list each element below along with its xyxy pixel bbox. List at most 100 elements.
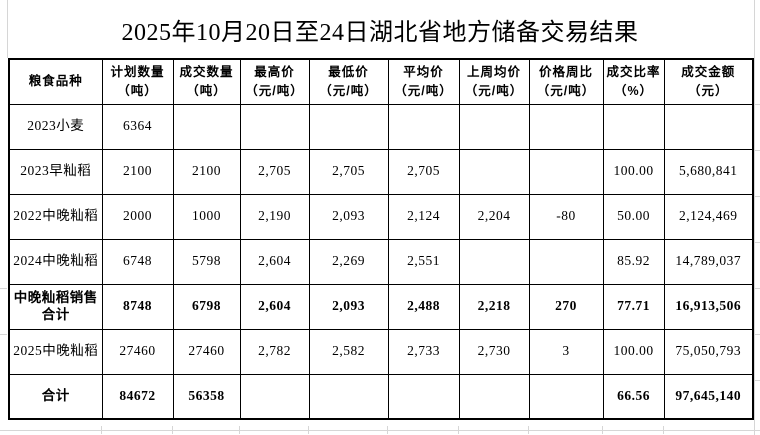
cell-trade-amount: 16,913,506 [663, 283, 754, 330]
cell-variety: 2024中晚籼稻 [8, 238, 103, 285]
table-row-2025-midlate-rice: 2025中晚籼稻 27460 27460 2,782 2,582 2,733 2… [8, 328, 754, 375]
cell-highest-price: 2,705 [239, 148, 310, 195]
sheet-gridline [754, 0, 755, 435]
sheet-gridline [239, 426, 240, 434]
cell-planned-qty: 6748 [101, 238, 174, 285]
cell-average-price: 2,705 [387, 148, 460, 195]
cell-variety: 2022中晚籼稻 [8, 193, 103, 240]
table-row-midlate-rice-subtotal: 中晚籼稻销售合计 8748 6798 2,604 2,093 2,488 2,2… [8, 283, 754, 330]
table-row-grand-total: 合计 84672 56358 66.56 97,645,140 [8, 373, 754, 420]
cell-trade-amount [663, 103, 754, 150]
cell-planned-qty: 6364 [101, 103, 174, 150]
cell-lastweek-price: 2,204 [458, 193, 530, 240]
sheet-gridline [663, 426, 664, 434]
header-highest-price: 最高价 （元/吨） [239, 58, 310, 105]
cell-lastweek-price: 2,730 [458, 328, 530, 375]
cell-trade-ratio: 77.71 [602, 283, 665, 330]
cell-trade-amount: 75,050,793 [663, 328, 754, 375]
cell-price-change [528, 373, 604, 420]
cell-lastweek-price [458, 103, 530, 150]
cell-average-price [387, 103, 460, 150]
cell-lowest-price: 2,269 [308, 238, 389, 285]
sheet-gridline [0, 334, 7, 335]
cell-highest-price: 2,604 [239, 238, 310, 285]
cell-lowest-price: 2,705 [308, 148, 389, 195]
cell-traded-qty [172, 103, 241, 150]
cell-trade-ratio: 100.00 [602, 328, 665, 375]
cell-trade-ratio: 100.00 [602, 148, 665, 195]
cell-lastweek-price [458, 373, 530, 420]
table-row-2024-midlate-rice: 2024中晚籼稻 6748 5798 2,604 2,269 2,551 85.… [8, 238, 754, 285]
sheet-gridline [101, 426, 102, 434]
sheet-gridline [753, 196, 760, 197]
sheet-gridline [0, 430, 760, 431]
cell-price-change: 3 [528, 328, 604, 375]
cell-variety: 2023早籼稻 [8, 148, 103, 195]
results-table: 粮食品种 计划数量 （吨） 成交数量 （吨） 最高价 （元/吨） 最低价 （元/… [8, 58, 754, 420]
cell-average-price: 2,488 [387, 283, 460, 330]
sheet-gridline [308, 426, 309, 434]
cell-lastweek-price: 2,218 [458, 283, 530, 330]
cell-lastweek-price [458, 148, 530, 195]
cell-lowest-price: 2,093 [308, 283, 389, 330]
sheet-gridline [753, 104, 760, 105]
cell-lowest-price: 2,582 [308, 328, 389, 375]
cell-highest-price [239, 373, 310, 420]
cell-trade-amount: 5,680,841 [663, 148, 754, 195]
cell-lowest-price [308, 103, 389, 150]
cell-trade-ratio: 50.00 [602, 193, 665, 240]
cell-planned-qty: 84672 [101, 373, 174, 420]
cell-trade-ratio: 66.56 [602, 373, 665, 420]
sheet-gridline [602, 426, 603, 434]
cell-average-price: 2,124 [387, 193, 460, 240]
header-lowest-price: 最低价 （元/吨） [308, 58, 389, 105]
cell-lastweek-price [458, 238, 530, 285]
cell-lowest-price [308, 373, 389, 420]
cell-price-change [528, 148, 604, 195]
cell-average-price: 2,551 [387, 238, 460, 285]
cell-price-change [528, 238, 604, 285]
cell-variety: 中晚籼稻销售合计 [8, 283, 103, 330]
sheet-gridline [0, 288, 7, 289]
cell-average-price [387, 373, 460, 420]
table-row-2022-midlate-rice: 2022中晚籼稻 2000 1000 2,190 2,093 2,124 2,2… [8, 193, 754, 240]
cell-traded-qty: 2100 [172, 148, 241, 195]
table-row-2023-wheat: 2023小麦 6364 [8, 103, 754, 150]
page-title: 2025年10月20日至24日湖北省地方储备交易结果 [121, 19, 639, 46]
cell-traded-qty: 27460 [172, 328, 241, 375]
sheet-gridline [753, 334, 760, 335]
sheet-gridline [387, 426, 388, 434]
cell-highest-price: 2,604 [239, 283, 310, 330]
cell-planned-qty: 27460 [101, 328, 174, 375]
header-traded-qty: 成交数量 （吨） [172, 58, 241, 105]
cell-price-change: 270 [528, 283, 604, 330]
cell-planned-qty: 2100 [101, 148, 174, 195]
cell-planned-qty: 8748 [101, 283, 174, 330]
cell-trade-amount: 14,789,037 [663, 238, 754, 285]
header-average-price: 平均价 （元/吨） [387, 58, 460, 105]
table-header-row: 粮食品种 计划数量 （吨） 成交数量 （吨） 最高价 （元/吨） 最低价 （元/… [8, 58, 754, 105]
header-grain-variety: 粮食品种 [8, 58, 103, 105]
cell-traded-qty: 5798 [172, 238, 241, 285]
table-row-2023-early-rice: 2023早籼稻 2100 2100 2,705 2,705 2,705 100.… [8, 148, 754, 195]
cell-highest-price [239, 103, 310, 150]
sheet-gridline [753, 242, 760, 243]
header-lastweek-price: 上周均价 （元/吨） [458, 58, 530, 105]
cell-variety: 2023小麦 [8, 103, 103, 150]
cell-traded-qty: 6798 [172, 283, 241, 330]
sheet-gridline [753, 288, 760, 289]
header-planned-qty: 计划数量 （吨） [101, 58, 174, 105]
header-trade-amount: 成交金额 （元） [663, 58, 754, 105]
sheet-gridline [458, 426, 459, 434]
cell-trade-ratio [602, 103, 665, 150]
cell-lowest-price: 2,093 [308, 193, 389, 240]
cell-average-price: 2,733 [387, 328, 460, 375]
sheet-gridline [172, 426, 173, 434]
cell-highest-price: 2,190 [239, 193, 310, 240]
cell-variety: 2025中晚籼稻 [8, 328, 103, 375]
sheet-gridline [753, 150, 760, 151]
cell-variety: 合计 [8, 373, 103, 420]
cell-traded-qty: 1000 [172, 193, 241, 240]
sheet-gridline [753, 380, 760, 381]
